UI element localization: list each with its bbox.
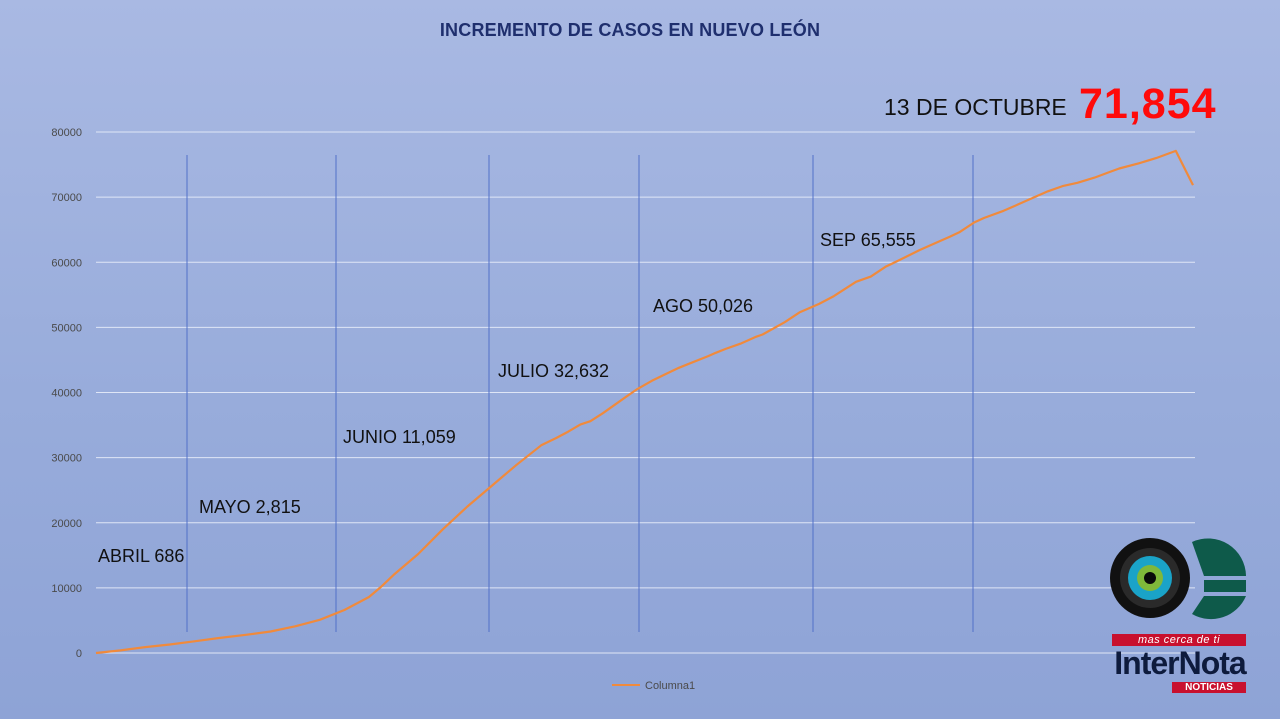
gridlines — [96, 131, 1195, 654]
y-tick-label-7: 70000 — [51, 192, 82, 204]
y-tick-label-6: 60000 — [51, 257, 82, 269]
month-label-junio: JUNIO 11,059 — [343, 427, 456, 447]
logo-stripe-mid — [1204, 580, 1246, 592]
date-label: 13 DE OCTUBRE — [884, 94, 1067, 120]
month-label-sep: SEP 65,555 — [820, 230, 916, 250]
month-label-mayo: MAYO 2,815 — [199, 497, 301, 517]
internota-logo — [1110, 538, 1246, 620]
legend-label: Columna1 — [645, 680, 695, 692]
logo-sub: NOTICIAS — [1172, 682, 1246, 693]
y-tick-label-4: 40000 — [51, 388, 82, 400]
chart-title: INCREMENTO DE CASOS EN NUEVO LEÓN — [439, 20, 821, 40]
logo-stripe-top — [1192, 538, 1246, 576]
total-cases: 71,854 — [1079, 80, 1217, 128]
y-tick-label-2: 20000 — [51, 518, 82, 530]
y-axis-ticks: 0 10000 20000 30000 40000 50000 60000 70000 8000… — [51, 127, 82, 660]
legend: Columna1 — [612, 680, 695, 692]
month-dividers — [186, 155, 974, 632]
y-tick-label-8: 80000 — [51, 127, 82, 139]
month-label-julio: JULIO 32,632 — [498, 361, 610, 381]
logo-stripe-bottom — [1192, 596, 1246, 620]
logo-tagline: mas cerca de ti — [1112, 634, 1246, 646]
month-label-ago: AGO 50,026 — [653, 296, 754, 316]
logo-name: InterNota — [1114, 645, 1246, 681]
y-tick-label-0: 0 — [76, 648, 82, 660]
camera-lens-pupil — [1144, 572, 1156, 584]
y-tick-label-5: 50000 — [51, 322, 82, 334]
series-line-0 — [95, 149, 1194, 655]
y-tick-label-1: 10000 — [51, 583, 82, 595]
y-tick-label-3: 30000 — [51, 453, 82, 465]
series-lines — [95, 149, 1194, 655]
month-label-abril: ABRIL 686 — [98, 546, 185, 566]
